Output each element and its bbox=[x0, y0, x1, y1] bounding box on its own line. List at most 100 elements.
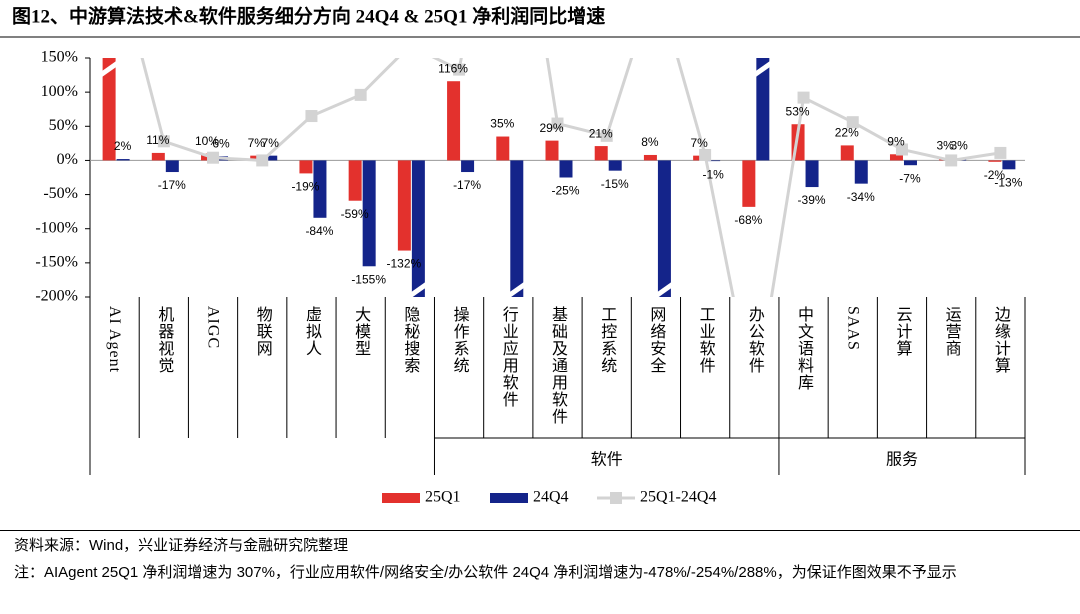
y-tick-label: -50% bbox=[43, 185, 78, 202]
x-tick-label: 基础及通用软件 bbox=[549, 306, 568, 425]
bar bbox=[742, 160, 756, 207]
line-marker bbox=[994, 146, 1007, 159]
data-label: 7% bbox=[248, 136, 266, 150]
break-mark bbox=[100, 60, 118, 78]
x-tick-label: 边缘计算 bbox=[992, 306, 1011, 374]
note: 注：AIAgent 25Q1 净利润增速为 307%，行业应用软件/网络安全/办… bbox=[14, 564, 957, 581]
legend-label: 25Q1-24Q4 bbox=[640, 489, 716, 506]
data-label: 53% bbox=[786, 104, 810, 118]
data-label: -34% bbox=[847, 190, 875, 204]
line-marker bbox=[453, 63, 466, 76]
bar bbox=[594, 146, 608, 161]
x-tick-label: 大模型 bbox=[352, 306, 371, 357]
bar bbox=[165, 160, 179, 173]
bar bbox=[348, 160, 362, 201]
bar bbox=[397, 160, 411, 251]
data-label: 11% bbox=[146, 133, 169, 147]
bar bbox=[102, 58, 116, 161]
x-tick-label: 操作系统 bbox=[451, 306, 470, 374]
footer-rule bbox=[0, 530, 1080, 532]
bar bbox=[447, 81, 461, 161]
x-tick-label: 工业软件 bbox=[697, 306, 716, 374]
plot-area bbox=[100, 40, 1016, 410]
data-label: 29% bbox=[539, 121, 563, 135]
data-label: -17% bbox=[158, 178, 186, 192]
bar bbox=[461, 160, 475, 173]
y-tick-label: -100% bbox=[35, 219, 78, 236]
line-marker bbox=[256, 154, 269, 167]
bar bbox=[988, 160, 1002, 162]
line-marker bbox=[551, 117, 564, 130]
bar bbox=[854, 160, 868, 184]
x-tick-label: 机器视觉 bbox=[155, 306, 174, 374]
bar bbox=[707, 160, 721, 162]
data-label: 116% bbox=[438, 61, 468, 75]
legend-swatch bbox=[382, 493, 420, 503]
data-label: -84% bbox=[305, 224, 333, 238]
data-label: -2% bbox=[984, 168, 1006, 182]
data-label: 10% bbox=[195, 134, 219, 148]
x-tick-label: 办公软件 bbox=[746, 306, 765, 374]
bar bbox=[643, 154, 657, 161]
x-tick-label: 中文语料库 bbox=[795, 306, 814, 391]
data-label: 21% bbox=[589, 126, 613, 140]
y-tick-label: 0% bbox=[57, 151, 78, 168]
bar bbox=[313, 160, 327, 218]
line-marker bbox=[157, 135, 170, 148]
data-label: 3% bbox=[937, 139, 955, 153]
legend-swatch bbox=[610, 492, 622, 504]
bar bbox=[756, 58, 770, 161]
line-marker bbox=[354, 88, 367, 101]
chart: 图12、中游算法技术&软件服务细分方向 24Q4 & 25Q1 净利润同比增速 … bbox=[0, 4, 1080, 506]
line-marker bbox=[699, 148, 712, 161]
bar bbox=[116, 159, 130, 161]
x-tick-label: 运营商 bbox=[943, 306, 962, 357]
line-marker bbox=[945, 154, 958, 167]
line-marker bbox=[404, 40, 416, 52]
legend-label: 25Q1 bbox=[425, 489, 461, 506]
x-tick-label: 隐秘搜索 bbox=[401, 306, 420, 374]
legend-label: 24Q4 bbox=[533, 489, 569, 506]
line-marker bbox=[846, 116, 859, 129]
line-marker bbox=[207, 151, 220, 164]
legend-swatch bbox=[490, 493, 528, 503]
data-label: -17% bbox=[453, 178, 481, 192]
line-marker bbox=[748, 398, 760, 410]
bar bbox=[362, 160, 376, 267]
bar bbox=[840, 145, 854, 161]
x-tick-label: 工控系统 bbox=[598, 306, 617, 374]
break-mark bbox=[655, 281, 673, 297]
data-label: -155% bbox=[351, 272, 386, 286]
bar bbox=[264, 155, 278, 161]
bar bbox=[903, 160, 917, 166]
data-label: -68% bbox=[734, 213, 762, 227]
y-tick-label: 150% bbox=[41, 49, 78, 66]
break-mark bbox=[409, 281, 427, 297]
line-marker bbox=[600, 129, 613, 142]
x-tick-label: 云计算 bbox=[893, 306, 912, 357]
data-label: -1% bbox=[702, 167, 724, 181]
x-tick-label: AIGC bbox=[205, 306, 222, 349]
data-label: 3% bbox=[951, 139, 969, 153]
data-label: -39% bbox=[798, 193, 826, 207]
bar bbox=[559, 160, 573, 178]
bar bbox=[411, 160, 425, 297]
source: 资料来源：Wind，兴业证券经济与金融研究院整理 bbox=[14, 537, 349, 554]
bar bbox=[889, 154, 903, 161]
group-label: 软件 bbox=[591, 451, 623, 469]
data-label: -13% bbox=[994, 175, 1022, 189]
data-label: 22% bbox=[835, 126, 859, 140]
bar bbox=[496, 136, 510, 161]
group-label: 服务 bbox=[886, 451, 918, 469]
data-label: -59% bbox=[341, 207, 369, 221]
data-label: -19% bbox=[291, 180, 319, 194]
data-label: -7% bbox=[899, 171, 921, 185]
data-label: 6% bbox=[212, 137, 230, 151]
data-label: -15% bbox=[601, 177, 629, 191]
bar bbox=[608, 160, 622, 171]
x-tick-label: 虚拟人 bbox=[303, 306, 322, 357]
data-label: 8% bbox=[641, 135, 659, 149]
data-label: 2% bbox=[114, 139, 132, 153]
line-marker bbox=[305, 110, 318, 123]
